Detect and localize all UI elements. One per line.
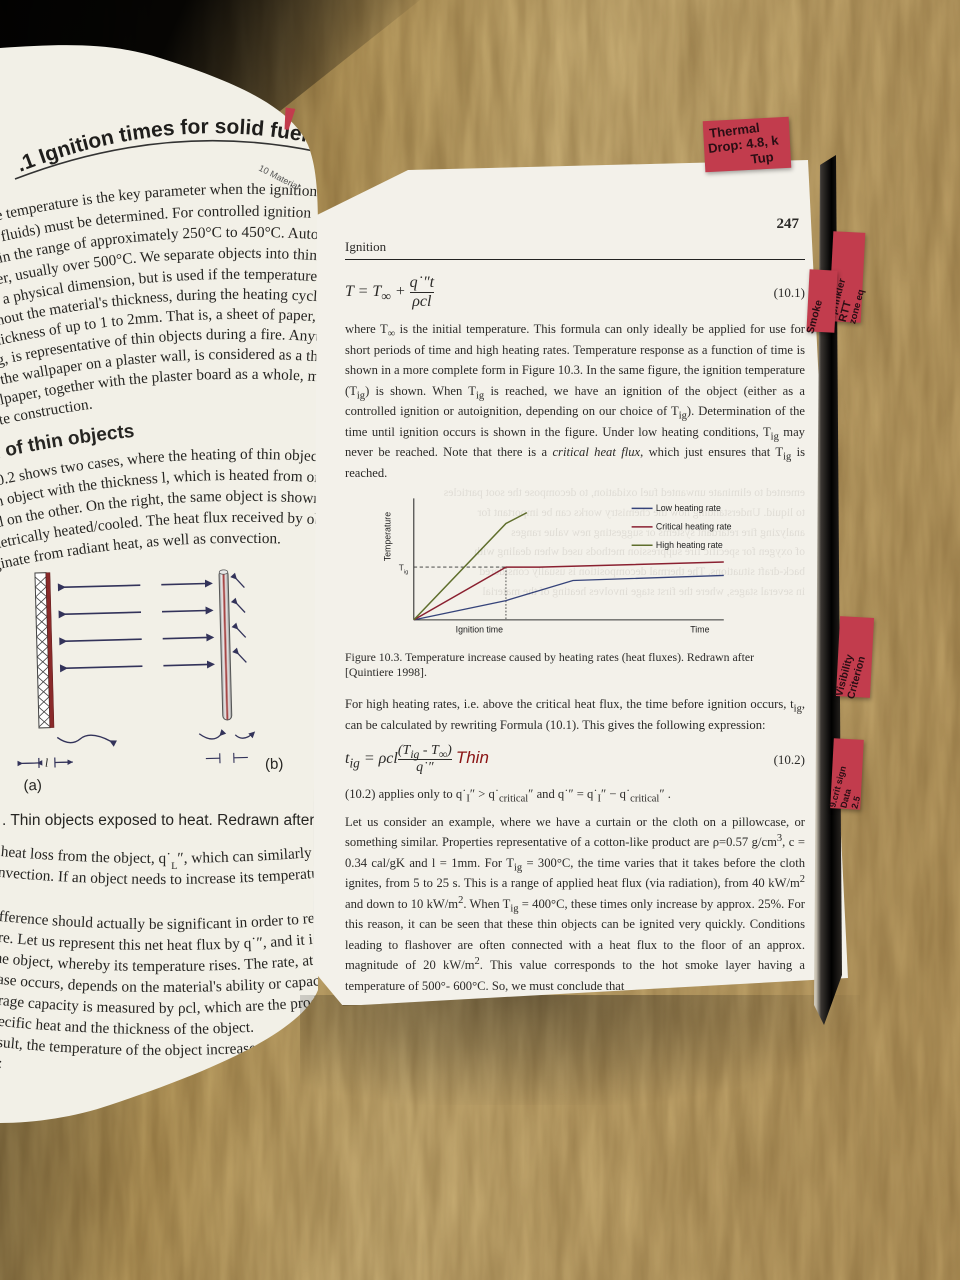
- svg-text:Temperature: Temperature: [382, 512, 392, 561]
- svg-text:n:: n:: [0, 1054, 3, 1072]
- svg-text:(a): (a): [23, 777, 42, 794]
- svg-text:a heat loss from the object, q: a heat loss from the object, q˙L″, which…: [0, 842, 331, 871]
- svg-text:Tig: Tig: [399, 562, 409, 575]
- svg-text:lifference should actually be: lifference should actually be significan…: [0, 907, 337, 933]
- svg-text:Critical heating rate: Critical heating rate: [656, 521, 732, 531]
- svg-text:. Thin objects exposed to heat: . Thin objects exposed to heat. Redrawn …: [2, 812, 360, 829]
- svg-text:(b): (b): [265, 756, 284, 773]
- svg-text:.1 Ignition times for solid fu: .1 Ignition times for solid fuels: [13, 115, 321, 176]
- svg-text:Low heating rate: Low heating rate: [656, 503, 721, 513]
- svg-text:High heating rate: High heating rate: [656, 540, 723, 550]
- svg-text:Time: Time: [690, 624, 709, 634]
- svg-text:l: l: [45, 756, 49, 770]
- svg-text:Ignition time: Ignition time: [456, 624, 503, 634]
